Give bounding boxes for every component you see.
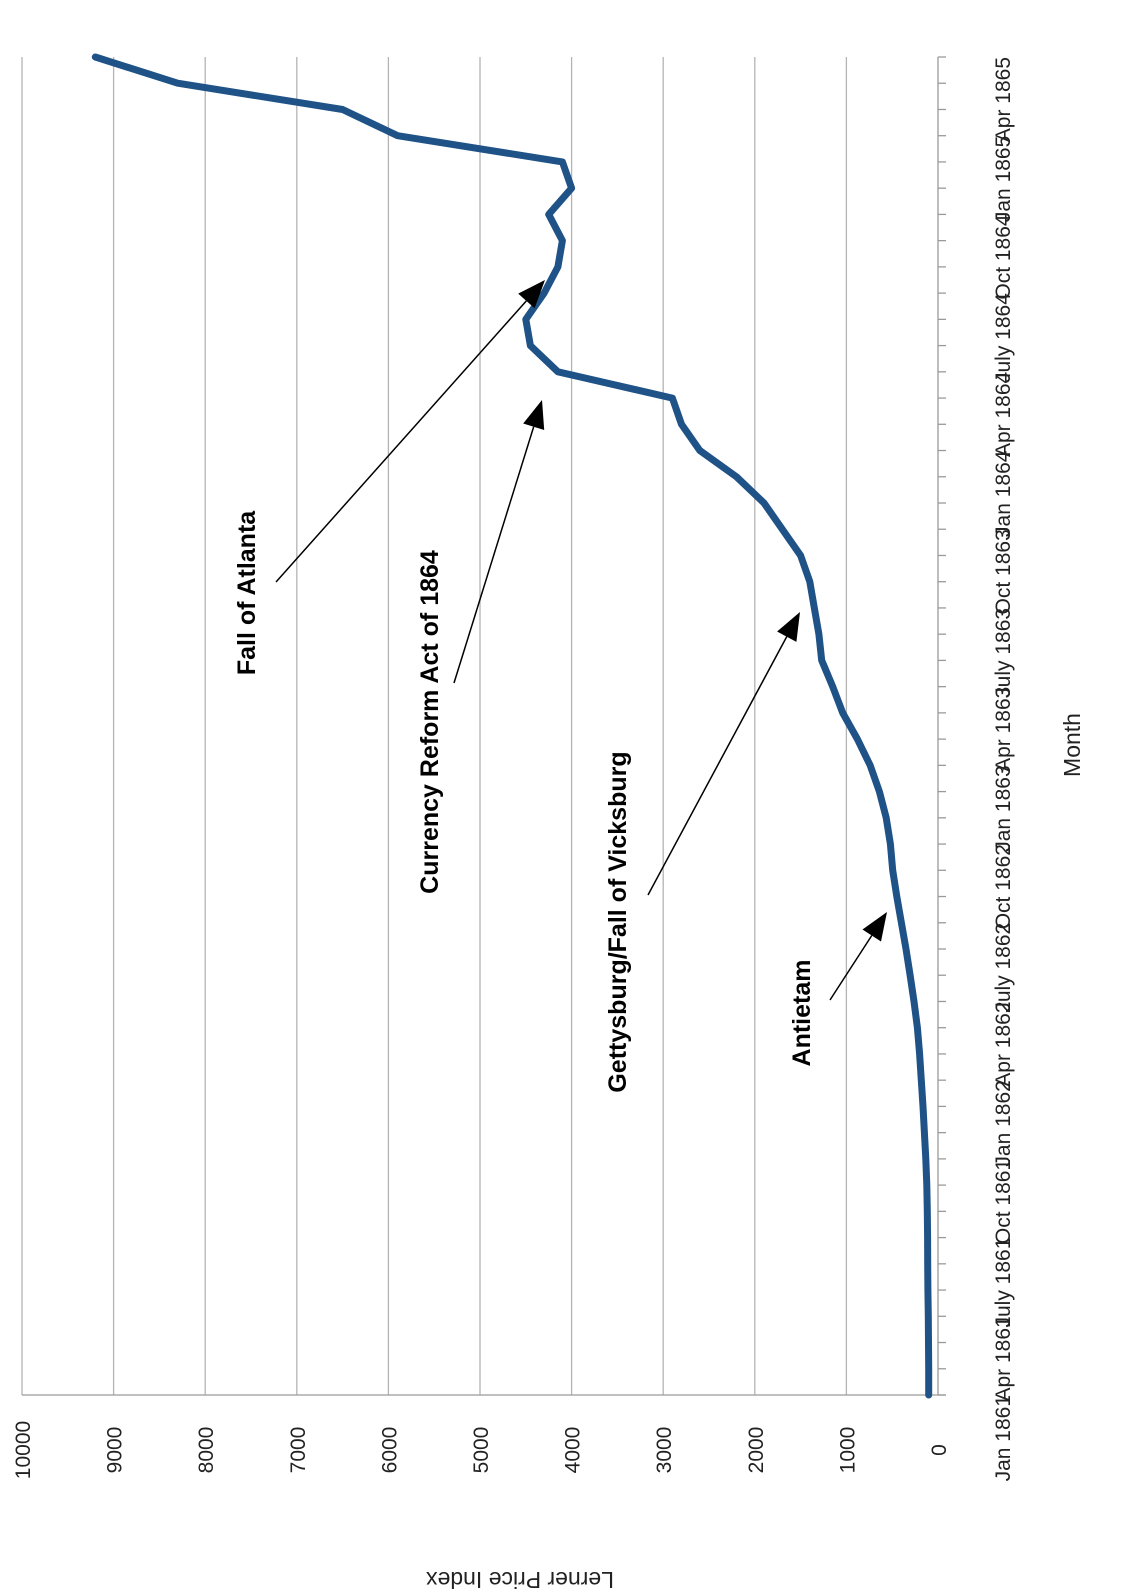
x-tick-label: Apr 1862 [992,1001,1015,1086]
x-tick-label: Jan 1862 [992,1080,1015,1166]
x-tick-label: July 1861 [992,1238,1015,1328]
annotation-arrowhead [777,612,800,642]
annotation-leader [454,427,534,683]
x-tick-label: Oct 1862 [992,844,1015,929]
x-tick-label: Apr 1865 [992,57,1015,142]
x-tick-label: July 1862 [992,923,1015,1013]
x-tick-label: July 1863 [992,608,1015,698]
x-tick-label: Oct 1863 [992,529,1015,614]
x-tick-label: Jan 1861 [992,1395,1015,1481]
annotation-arrowhead [523,400,544,430]
y-tick-label: 9000 [104,1427,127,1474]
x-tick-label: Apr 1864 [992,372,1015,458]
y-tick-label: 3000 [653,1427,676,1474]
annotation-leader [830,936,872,1000]
series-line [95,57,928,1395]
annotation-label: Fall of Atlanta [233,510,261,675]
y-tick-label: 2000 [745,1427,768,1474]
x-tick-label: Oct 1861 [992,1159,1015,1244]
annotation-label: Gettysburg/Fall of Vicksburg [604,751,632,1092]
annotation-leader [648,637,787,895]
x-tick-label: Oct 1864 [992,214,1015,300]
annotation-label: Antietam [788,960,816,1067]
annotation-leader [276,301,526,582]
y-tick-label: 7000 [287,1427,310,1474]
annotation-label: Currency Reform Act of 1864 [416,550,444,894]
y-tick-label: 1000 [836,1427,859,1474]
x-tick-label: July 1864 [992,293,1015,383]
x-tick-label: Jan 1865 [992,136,1015,222]
y-tick-label: 10000 [12,1421,35,1479]
annotation-arrowhead [863,912,888,942]
x-tick-label: Apr 1863 [992,687,1015,772]
x-tick-label: Jan 1863 [992,765,1015,851]
y-tick-label: 4000 [562,1427,585,1474]
y-tick-label: 8000 [195,1427,218,1474]
y-tick-label: 5000 [470,1427,493,1474]
y-tick-label: 0 [928,1444,951,1456]
x-tick-label: Apr 1861 [992,1316,1015,1401]
y-tick-label: 6000 [378,1427,401,1474]
annotations: Fall of Atlanta Currency Reform Act of 18… [233,280,887,1093]
y-axis-title: Lerner Price Index [426,1567,614,1592]
x-tick-label: Jan 1864 [992,450,1015,537]
axes [22,57,946,1395]
series-layer [95,57,928,1395]
tick-labels: 0 1000 2000 3000 4000 5000 6000 7000 8000 9000 100… [12,57,1015,1481]
x-axis-title: Month [1059,713,1085,777]
